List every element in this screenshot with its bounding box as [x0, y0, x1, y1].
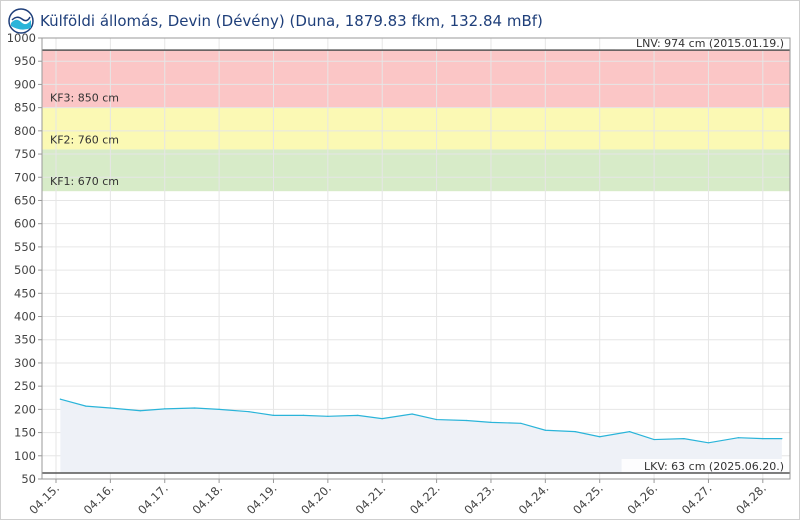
- y-tick-label: 200: [14, 402, 36, 416]
- x-tick-label: 04.16.: [81, 481, 117, 517]
- data-point: [737, 437, 739, 439]
- y-tick-label: 300: [14, 356, 36, 370]
- y-tick-label: 800: [14, 124, 36, 138]
- band-kf1: [42, 149, 790, 192]
- band-kf2: [42, 107, 790, 150]
- data-point: [164, 408, 166, 410]
- data-point: [629, 431, 631, 433]
- x-tick-label: 04.17.: [135, 481, 171, 517]
- data-point: [218, 408, 220, 410]
- band-label-kf3: KF3: 850 cm: [50, 92, 119, 105]
- x-tick-label: 04.20.: [298, 481, 334, 517]
- x-axis: 04.15. 04.16. 04.17. 04.18. 04.19. 04.20. 04.2…: [26, 479, 769, 517]
- ref-label-lnv: LNV: 974 cm (2015.01.19.): [636, 37, 784, 50]
- data-point: [411, 413, 413, 415]
- x-tick-label: 04.27.: [679, 481, 715, 517]
- series-line-0: [60, 398, 782, 444]
- band-label-kf1: KF1: 670 cm: [50, 175, 119, 188]
- data-point: [139, 410, 141, 412]
- x-tick-label: 04.18.: [189, 481, 225, 517]
- y-tick-label: 350: [14, 333, 36, 347]
- x-tick-label: 04.19.: [244, 481, 280, 517]
- x-tick-label: 04.21.: [353, 481, 389, 517]
- data-point: [465, 419, 468, 422]
- x-tick-label: 04.23.: [461, 481, 497, 517]
- data-point: [85, 405, 87, 407]
- data-point: [707, 442, 710, 444]
- y-tick-label: 400: [14, 310, 36, 324]
- data-point: [490, 421, 492, 423]
- threshold-labels: KF1: 670 cm KF2: 760 cm KF3: 850 cm: [50, 92, 119, 189]
- series-area: [60, 399, 782, 473]
- data-point: [435, 418, 438, 421]
- y-tick-label: 100: [14, 449, 36, 463]
- band-label-kf2: KF2: 760 cm: [50, 133, 119, 146]
- x-tick-label: 04.22.: [407, 481, 443, 517]
- data-point: [357, 414, 359, 417]
- data-point: [59, 398, 61, 400]
- chart-title: Külföldi állomás, Devin (Dévény) (Duna, …: [40, 12, 543, 30]
- y-tick-label: 1000: [7, 31, 36, 45]
- ref-label-lkv: LKV: 63 cm (2025.06.20.): [644, 460, 784, 473]
- data-point: [683, 438, 685, 440]
- x-tick-label: 04.26.: [624, 481, 660, 517]
- data-point: [109, 407, 111, 409]
- series-line: [59, 398, 783, 444]
- chart-header: Külföldi állomás, Devin (Dévény) (Duna, …: [8, 8, 543, 34]
- y-tick-label: 50: [21, 472, 36, 486]
- data-point: [381, 418, 383, 420]
- y-tick-label: 900: [14, 77, 36, 91]
- data-point: [653, 438, 655, 441]
- y-tick-label: 150: [14, 426, 36, 440]
- data-point: [248, 411, 250, 413]
- y-tick-label: 950: [14, 54, 36, 68]
- y-tick-label: 450: [14, 286, 36, 300]
- y-tick-label: 750: [14, 147, 36, 161]
- y-axis: 50 100 150 200 250 300 350 400 450 500 550 600 650 70…: [7, 31, 791, 486]
- reference-lines: LNV: 974 cm (2015.01.19.) LKV: 63 cm (202…: [42, 36, 790, 474]
- data-point: [781, 438, 783, 440]
- y-tick-label: 600: [14, 217, 36, 231]
- ovf-logo-icon: [8, 8, 34, 34]
- y-tick-label: 850: [14, 101, 36, 115]
- data-point: [574, 431, 576, 433]
- x-tick-label: 04.15.: [26, 481, 62, 517]
- y-tick-label: 500: [14, 263, 36, 277]
- x-tick-label: 04.25.: [570, 481, 606, 517]
- y-tick-label: 650: [14, 193, 36, 207]
- data-point: [194, 407, 196, 409]
- y-tick-label: 550: [14, 240, 36, 254]
- data-point: [599, 436, 601, 438]
- y-tick-label: 700: [14, 170, 36, 184]
- y-tick-label: 250: [14, 379, 36, 393]
- data-point: [762, 438, 764, 440]
- data-point: [272, 414, 275, 417]
- ref-label-bg: [621, 458, 788, 472]
- plot-border: [41, 37, 791, 480]
- data-point: [544, 429, 546, 431]
- series-area-fill: [60, 399, 782, 473]
- data-point: [520, 422, 522, 424]
- data-point: [302, 414, 304, 417]
- ref-label-bg: [615, 36, 788, 50]
- threshold-bands: [42, 38, 790, 479]
- band-kf3: [42, 50, 790, 108]
- x-tick-label: 04.28.: [733, 481, 769, 517]
- data-point: [327, 415, 329, 417]
- x-tick-label: 04.24.: [516, 481, 552, 517]
